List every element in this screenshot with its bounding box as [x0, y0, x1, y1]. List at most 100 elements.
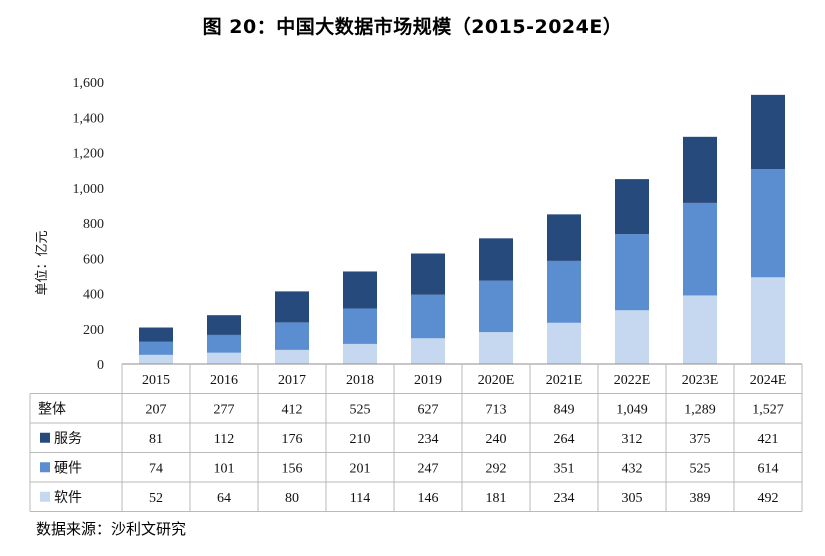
bar-硬件-2016 [207, 334, 241, 353]
y-tick-label: 800 [83, 217, 104, 232]
bar-软件-2022E [615, 310, 649, 364]
data-label: 849 [554, 402, 575, 417]
bar-软件-2018 [343, 343, 377, 364]
bar-硬件-2024E [751, 169, 785, 278]
data-label: 234 [554, 491, 575, 506]
legend-swatch-服务 [40, 432, 50, 443]
data-label: 74 [149, 461, 163, 476]
bar-硬件-2019 [411, 294, 445, 339]
data-label: 389 [690, 491, 711, 506]
bar-软件-2019 [411, 338, 445, 364]
y-tick-label: 200 [83, 323, 104, 338]
chart-title: 图 20：中国大数据市场规模（2015-2024E） [202, 16, 623, 38]
category-label: 2021E [546, 373, 583, 388]
y-tick-label: 400 [83, 288, 104, 303]
data-label: 210 [350, 432, 371, 447]
bar-软件-2015 [139, 354, 173, 364]
data-label: 312 [622, 432, 643, 447]
bar-软件-2016 [207, 352, 241, 364]
bar-硬件-2023E [683, 202, 717, 296]
category-label: 2023E [682, 373, 719, 388]
data-label: 432 [622, 461, 643, 476]
category-label: 2020E [478, 373, 515, 388]
y-axis-label: 单位：亿元 [35, 230, 50, 295]
bar-软件-2023E [683, 295, 717, 364]
y-tick-label: 1,600 [73, 76, 105, 91]
row-label-软件: 软件 [54, 490, 82, 506]
data-label: 421 [758, 432, 779, 447]
data-label: 114 [350, 491, 370, 506]
y-tick-label: 0 [97, 358, 104, 373]
source-note: 数据来源：沙利文研究 [36, 520, 187, 538]
y-tick-label: 1,400 [73, 111, 105, 126]
data-label: 305 [622, 491, 643, 506]
data-label: 614 [758, 461, 779, 476]
y-tick-label: 600 [83, 252, 104, 267]
data-label: 112 [214, 432, 234, 447]
data-label: 181 [486, 491, 507, 506]
data-label: 1,289 [684, 402, 716, 417]
bar-服务-2017 [275, 291, 309, 323]
category-label: 2019 [414, 373, 442, 388]
bar-服务-2023E [683, 136, 717, 203]
data-label: 81 [149, 432, 163, 447]
bar-硬件-2015 [139, 341, 173, 355]
category-label: 2015 [142, 373, 170, 388]
row-label-整体: 整体 [38, 401, 66, 417]
bar-软件-2024E [751, 277, 785, 364]
data-label: 52 [149, 491, 163, 506]
y-tick-label: 1,000 [73, 182, 105, 197]
data-label: 207 [146, 402, 167, 417]
bar-服务-2016 [207, 315, 241, 335]
bar-软件-2017 [275, 349, 309, 364]
data-label: 80 [285, 491, 299, 506]
data-label: 201 [350, 461, 371, 476]
bar-服务-2019 [411, 253, 445, 295]
data-label: 492 [758, 491, 779, 506]
category-label: 2016 [210, 373, 238, 388]
data-label: 375 [690, 432, 711, 447]
data-label: 176 [282, 432, 303, 447]
bar-硬件-2017 [275, 322, 309, 350]
category-label: 2018 [346, 373, 374, 388]
bar-服务-2018 [343, 271, 377, 309]
bar-硬件-2018 [343, 308, 377, 344]
legend-swatch-软件 [40, 491, 50, 502]
bar-软件-2021E [547, 322, 581, 364]
bar-服务-2022E [615, 179, 649, 235]
data-label: 264 [554, 432, 575, 447]
category-label: 2017 [278, 373, 306, 388]
data-label: 146 [418, 491, 439, 506]
bar-硬件-2022E [615, 234, 649, 311]
data-label: 627 [418, 402, 439, 417]
data-label: 277 [214, 402, 235, 417]
data-label: 64 [217, 491, 231, 506]
bar-服务-2020E [479, 238, 513, 281]
bar-硬件-2021E [547, 260, 581, 323]
bar-服务-2024E [751, 94, 785, 170]
data-label: 234 [418, 432, 439, 447]
category-label: 2024E [750, 373, 787, 388]
data-label: 1,527 [752, 402, 784, 417]
bar-硬件-2020E [479, 280, 513, 333]
data-label: 351 [554, 461, 575, 476]
data-label: 292 [486, 461, 507, 476]
legend-swatch-硬件 [40, 462, 50, 473]
bar-软件-2020E [479, 332, 513, 364]
data-label: 247 [418, 461, 439, 476]
data-label: 156 [282, 461, 303, 476]
data-label: 525 [350, 402, 371, 417]
bar-服务-2021E [547, 214, 581, 261]
data-label: 1,049 [616, 402, 648, 417]
data-label: 412 [282, 402, 303, 417]
y-tick-label: 1,200 [73, 147, 105, 162]
row-label-硬件: 硬件 [54, 460, 82, 476]
row-label-服务: 服务 [54, 431, 82, 447]
data-label: 713 [486, 402, 507, 417]
data-label: 101 [214, 461, 235, 476]
data-label: 525 [690, 461, 711, 476]
bar-服务-2015 [139, 327, 173, 342]
data-label: 240 [486, 432, 507, 447]
category-label: 2022E [614, 373, 651, 388]
